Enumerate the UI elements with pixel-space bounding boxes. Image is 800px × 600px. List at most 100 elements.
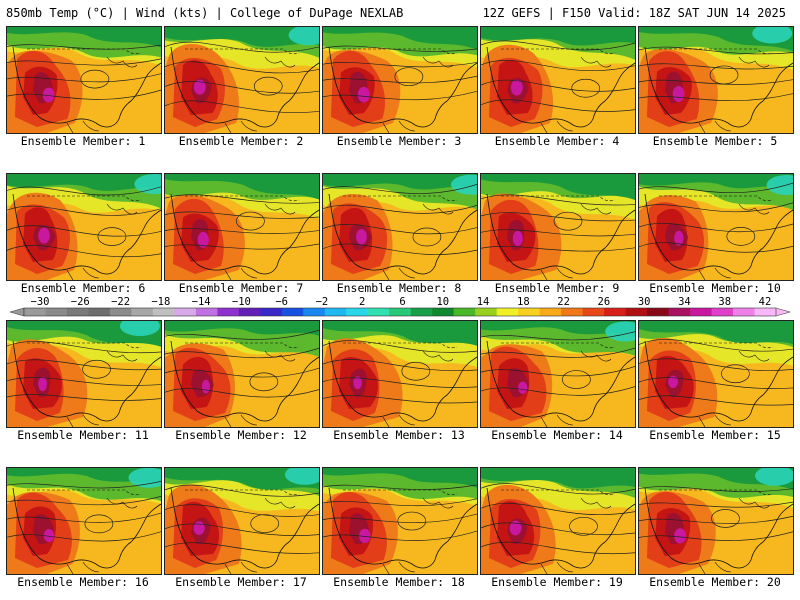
colorbar-tick-label: −2 xyxy=(315,296,329,308)
colorbar-segment xyxy=(432,308,455,316)
ensemble-member-label: Ensemble Member: 14 xyxy=(491,428,623,442)
ensemble-map-panel xyxy=(638,320,794,428)
colorbar-segment xyxy=(647,308,670,316)
ensemble-member-label: Ensemble Member: 8 xyxy=(336,281,462,295)
ensemble-member-label: Ensemble Member: 13 xyxy=(333,428,465,442)
colorbar-segment xyxy=(453,308,476,316)
colorbar-segment xyxy=(281,308,304,316)
ensemble-map-panel xyxy=(6,467,162,575)
ensemble-map-panel xyxy=(322,26,478,134)
colorbar-segment xyxy=(604,308,627,316)
ensemble-map-panel xyxy=(6,26,162,134)
colorbar-segment xyxy=(217,308,240,316)
colorbar-segment xyxy=(690,308,713,316)
colorbar-segment xyxy=(410,308,433,316)
colorbar-segment xyxy=(88,308,111,316)
ensemble-member-label: Ensemble Member: 6 xyxy=(20,281,146,295)
colorbar-tick-label: 6 xyxy=(399,296,406,308)
colorbar-segment xyxy=(324,308,347,316)
ensemble-member-label: Ensemble Member: 4 xyxy=(494,134,620,148)
ensemble-map-panel xyxy=(6,173,162,281)
ensemble-member-label: Ensemble Member: 19 xyxy=(491,575,623,589)
colorbar-segment xyxy=(668,308,691,316)
colorbar-tick-label: 18 xyxy=(517,296,530,308)
colorbar-tick-label: −26 xyxy=(70,296,90,308)
ensemble-map-panel xyxy=(322,467,478,575)
colorbar-tick-label: 42 xyxy=(758,296,772,308)
ensemble-map-panel xyxy=(164,26,320,134)
colorbar-segment xyxy=(45,308,68,316)
colorbar-segment xyxy=(260,308,283,316)
colorbar-segment xyxy=(66,308,89,316)
ensemble-map-panel xyxy=(480,467,636,575)
ensemble-map-panel xyxy=(322,320,478,428)
colorbar-tick-label: 34 xyxy=(678,296,691,308)
colorbar-segment xyxy=(754,308,777,316)
colorbar-segment xyxy=(303,308,326,316)
ensemble-member-label: Ensemble Member: 3 xyxy=(336,134,462,148)
ensemble-member-label: Ensemble Member: 20 xyxy=(649,575,781,589)
ensemble-map-panel xyxy=(638,173,794,281)
ensemble-member-label: Ensemble Member: 10 xyxy=(649,281,781,295)
colorbar-tick-label: −30 xyxy=(30,296,50,308)
colorbar-max-arrow xyxy=(775,307,791,317)
colorbar-tick-label: 30 xyxy=(637,296,651,308)
colorbar-segment xyxy=(711,308,734,316)
ensemble-map-panel xyxy=(6,320,162,428)
ensemble-member-label: Ensemble Member: 2 xyxy=(178,134,304,148)
ensemble-map-panel xyxy=(164,320,320,428)
model-valid-time: 12Z GEFS | F150 Valid: 18Z SAT JUN 14 20… xyxy=(482,6,786,20)
ensemble-member-label: Ensemble Member: 15 xyxy=(649,428,781,442)
colorbar-min-arrow xyxy=(9,307,25,317)
colorbar-segment xyxy=(24,308,46,316)
colorbar-segment xyxy=(389,308,412,316)
colorbar-tick-label: −18 xyxy=(151,296,171,308)
temperature-colorbar xyxy=(9,307,791,317)
colorbar-tick-label: 26 xyxy=(597,296,611,308)
colorbar-tick-label: −14 xyxy=(191,296,211,308)
ensemble-map-panel xyxy=(480,26,636,134)
colorbar-segment xyxy=(152,308,175,316)
ensemble-member-label: Ensemble Member: 1 xyxy=(20,134,146,148)
colorbar-tick-label: −22 xyxy=(111,296,131,308)
ensemble-member-label: Ensemble Member: 11 xyxy=(17,428,149,442)
colorbar-segment xyxy=(346,308,369,316)
colorbar-segment xyxy=(518,308,541,316)
ensemble-member-label: Ensemble Member: 16 xyxy=(17,575,149,589)
map-title: 850mb Temp (°C) | Wind (kts) | College o… xyxy=(6,6,404,20)
colorbar-segment xyxy=(131,308,154,316)
ensemble-member-label: Ensemble Member: 7 xyxy=(178,281,304,295)
colorbar-segment xyxy=(539,308,562,316)
colorbar-tick-label: 2 xyxy=(359,296,366,308)
ensemble-map-panel xyxy=(322,173,478,281)
colorbar-tick-label: 10 xyxy=(436,296,450,308)
colorbar-tick-label: 14 xyxy=(476,296,490,308)
colorbar-tick-label: 22 xyxy=(557,296,570,308)
colorbar-segment xyxy=(238,308,261,316)
ensemble-member-label: Ensemble Member: 12 xyxy=(175,428,307,442)
colorbar-segment xyxy=(475,308,498,316)
colorbar-segment xyxy=(582,308,605,316)
colorbar-segment xyxy=(174,308,197,316)
colorbar-segment xyxy=(195,308,218,316)
ensemble-map-panel xyxy=(638,467,794,575)
colorbar-segment xyxy=(367,308,390,316)
colorbar-segment xyxy=(109,308,132,316)
colorbar-tick-label: −6 xyxy=(275,296,288,308)
colorbar-segment xyxy=(625,308,648,316)
colorbar-segment xyxy=(561,308,584,316)
colorbar-tick-label: −10 xyxy=(231,296,251,308)
ensemble-member-label: Ensemble Member: 18 xyxy=(333,575,465,589)
ensemble-map-panel xyxy=(480,173,636,281)
ensemble-member-label: Ensemble Member: 9 xyxy=(494,281,620,295)
colorbar-segment xyxy=(496,308,519,316)
colorbar-segment xyxy=(733,308,756,316)
ensemble-map-panel xyxy=(638,26,794,134)
ensemble-map-panel xyxy=(164,467,320,575)
ensemble-member-label: Ensemble Member: 5 xyxy=(652,134,778,148)
ensemble-map-panel xyxy=(164,173,320,281)
ensemble-map-panel xyxy=(480,320,636,428)
colorbar-border xyxy=(23,307,777,317)
ensemble-member-label: Ensemble Member: 17 xyxy=(175,575,307,589)
colorbar-tick-label: 38 xyxy=(718,296,732,308)
